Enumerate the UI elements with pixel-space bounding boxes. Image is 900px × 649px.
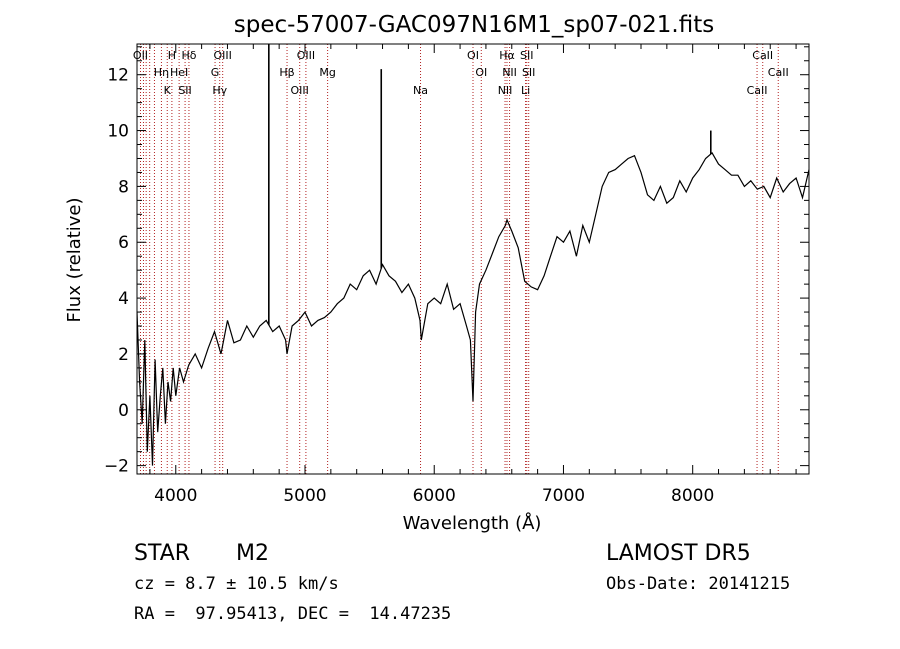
y-tick-label: 6 (118, 233, 129, 253)
y-axis-label: Flux (relative) (64, 197, 85, 322)
reference-line-label: G (211, 66, 220, 79)
reference-line-label: OIII (297, 49, 315, 62)
reference-line-label: H (168, 49, 176, 62)
reference-line-label: SII (178, 84, 191, 97)
y-tick-label: 8 (118, 177, 129, 197)
reference-line-label: Na (413, 84, 428, 97)
reference-line-label: Hγ (212, 84, 227, 97)
reference-line-label: NII (502, 66, 517, 79)
x-tick-label: 5000 (283, 486, 326, 506)
axes: 4000 5000 6000 7000 8000 −2 0 2 4 6 8 10 12 (104, 43, 810, 506)
reference-line-label: Hα (499, 49, 515, 62)
spectrum-line (137, 151, 809, 466)
observation-date: Obs-Date: 20141215 (606, 574, 791, 594)
reference-line-label: OIII (291, 84, 309, 97)
x-axis-label: Wavelength (Å) (403, 512, 542, 534)
x-tick-label: 4000 (154, 486, 197, 506)
y-tick-label: −2 (104, 457, 129, 477)
y-tick-label: 2 (118, 345, 129, 365)
y-tick-label: 4 (118, 289, 129, 309)
reference-lines (139, 44, 779, 474)
y-tick-label: 12 (107, 66, 129, 86)
reference-line-label: OI (475, 66, 487, 79)
reference-line-label: SII (522, 66, 535, 79)
reference-line-label: CaII (747, 84, 768, 97)
reference-line-label: OII (133, 49, 148, 62)
reference-line-label: CaII (768, 66, 789, 79)
reference-line-labels: OIIHηKHHeISIIHδGHγOIIIHβOIIIOIIIMgNaOIOI… (133, 49, 789, 97)
coordinates: RA = 97.95413, DEC = 14.47235 (134, 604, 452, 624)
reference-line-label: HeI (170, 66, 188, 79)
reference-line-label: Mg (319, 66, 335, 79)
y-tick-label: 10 (107, 122, 129, 142)
reference-line-label: Hδ (181, 49, 196, 62)
reference-line-label: Hη (154, 66, 169, 79)
spectrum-series (137, 44, 809, 466)
reference-line-label: Li (521, 84, 530, 97)
x-tick-label: 6000 (413, 486, 456, 506)
object-subclass: M2 (236, 541, 269, 566)
reference-line-label: CaII (752, 49, 773, 62)
object-class: STAR (134, 541, 191, 566)
reference-line-label: Hβ (279, 66, 294, 79)
reference-line-label: NII (498, 84, 513, 97)
redshift-velocity: cz = 8.7 ± 10.5 km/s (134, 574, 339, 594)
reference-line-label: SII (520, 49, 533, 62)
reference-line-label: OIII (213, 49, 231, 62)
plot-frame (136, 43, 810, 475)
y-tick-label: 0 (118, 401, 129, 421)
chart-title: spec-57007-GAC097N16M1_sp07-021.fits (234, 12, 714, 38)
survey-name: LAMOST DR5 (606, 541, 751, 566)
x-tick-label: 8000 (671, 486, 714, 506)
reference-line-label: K (164, 84, 172, 97)
x-tick-label: 7000 (542, 486, 585, 506)
reference-line-label: OI (467, 49, 479, 62)
